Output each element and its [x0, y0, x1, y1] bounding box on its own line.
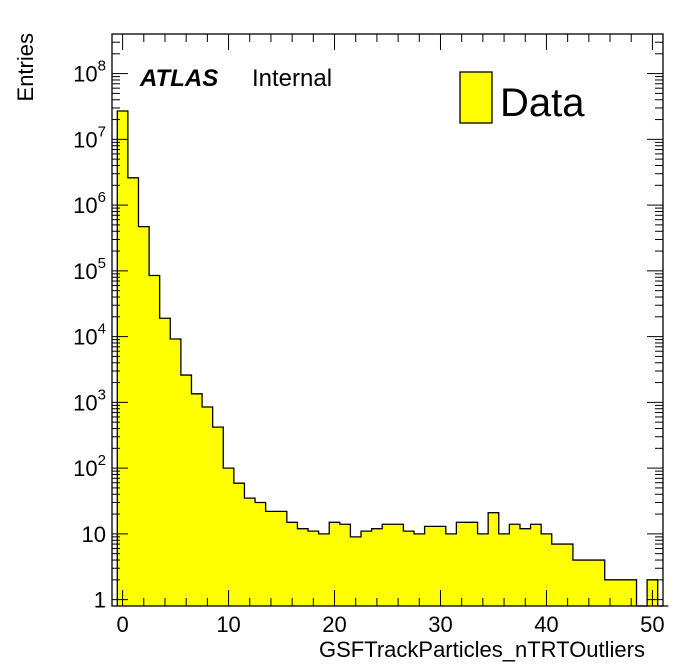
atlas-status-label: Internal: [252, 65, 332, 92]
y-tick-label: 105: [73, 255, 106, 284]
histogram-bar: [159, 318, 171, 606]
histogram-bar: [435, 526, 447, 606]
histogram-bar: [371, 528, 383, 606]
x-tick-labels: 0 10 20 30 40 50: [116, 612, 664, 637]
histogram-bar: [149, 275, 161, 606]
histogram-bar: [509, 524, 521, 606]
histogram-bar: [604, 579, 616, 606]
legend-label: Data: [500, 81, 585, 125]
atlas-label: ATLAS: [139, 65, 218, 92]
histogram-bar: [361, 531, 373, 606]
histogram-bar: [424, 526, 436, 606]
histogram-bar: [308, 531, 320, 606]
histogram-bar: [466, 522, 478, 606]
histogram-bar: [318, 533, 330, 606]
y-tick-label: 102: [73, 452, 106, 481]
histogram-bar: [551, 544, 563, 606]
y-tick-label: 104: [73, 321, 106, 350]
histogram-bar: [488, 512, 500, 606]
histogram-bar: [255, 502, 267, 606]
histogram-bar: [180, 375, 192, 606]
histogram-bar: [170, 338, 182, 606]
histogram-bar: [392, 524, 404, 606]
axis-ticks: [112, 33, 663, 606]
histogram-bar: [276, 511, 288, 606]
y-tick-label: 107: [73, 123, 106, 152]
histogram-bar: [562, 544, 574, 606]
histogram-bar: [191, 393, 203, 606]
histogram-bar: [382, 524, 394, 606]
x-tick-label: 50: [640, 612, 664, 637]
x-tick-label: 20: [322, 612, 346, 637]
histogram-bar: [445, 533, 457, 606]
plot-frame: [111, 33, 664, 607]
y-tick-label: 106: [73, 189, 106, 218]
histogram-bar: [265, 511, 277, 606]
x-axis-title: GSFTrackParticles_nTRTOutliers: [319, 637, 645, 662]
histogram-bar: [339, 524, 351, 606]
y-tick-label: 10: [82, 522, 106, 547]
histogram-bar: [413, 533, 425, 606]
histogram-bar: [138, 226, 150, 606]
histogram-bar: [297, 528, 309, 606]
histogram-bar: [583, 560, 595, 606]
histogram-bar: [244, 498, 256, 606]
histogram-bar: [127, 177, 139, 606]
histogram-bar: [233, 483, 245, 606]
histogram-outline: [116, 110, 669, 607]
histogram-bar: [477, 533, 489, 606]
histogram-bar: [498, 533, 510, 606]
histogram-bar: [117, 110, 129, 606]
histogram-bar: [212, 427, 224, 606]
histogram-bar: [519, 528, 531, 606]
x-tick-label: 40: [534, 612, 558, 637]
histogram-bar: [530, 524, 542, 606]
y-tick-label: 103: [73, 386, 106, 415]
histogram-bar: [594, 560, 606, 606]
y-axis-title: Entries: [13, 33, 38, 101]
histogram-bar: [615, 579, 627, 606]
x-tick-label: 0: [116, 612, 128, 637]
histogram-bar: [350, 536, 362, 606]
y-tick-labels: 1 10 102 103 104 105 106 107 108: [73, 58, 106, 613]
histogram-bar: [625, 579, 637, 606]
histogram-bar: [541, 533, 553, 606]
histogram-bars: [117, 110, 659, 606]
histogram-bar: [202, 407, 214, 606]
histogram-bar: [456, 522, 468, 606]
x-tick-label: 10: [216, 612, 240, 637]
histogram-bar: [329, 522, 341, 606]
y-tick-label: 1: [94, 588, 106, 613]
histogram-bar: [572, 560, 584, 606]
legend-swatch: [459, 71, 493, 124]
y-tick-label: 108: [73, 58, 106, 87]
histogram-bar: [286, 522, 298, 606]
x-tick-label: 30: [428, 612, 452, 637]
histogram-bar: [223, 468, 235, 606]
histogram-bar: [403, 531, 415, 606]
